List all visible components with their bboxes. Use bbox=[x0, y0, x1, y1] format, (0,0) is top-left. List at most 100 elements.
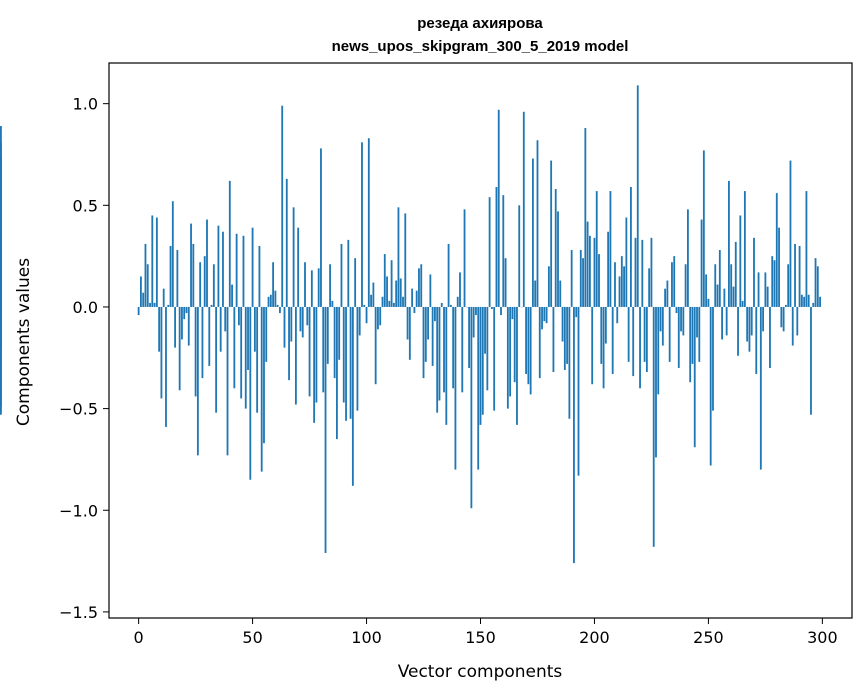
bar bbox=[541, 306, 543, 330]
bar bbox=[800, 294, 803, 307]
chart-title: резеда ахиярова bbox=[417, 15, 543, 32]
bar bbox=[684, 264, 687, 307]
bar bbox=[320, 148, 322, 307]
bar bbox=[543, 306, 546, 322]
bar bbox=[438, 306, 441, 401]
bar bbox=[240, 306, 243, 399]
bar bbox=[611, 306, 614, 375]
bar bbox=[643, 306, 646, 362]
bar bbox=[484, 306, 486, 354]
bar bbox=[144, 243, 147, 307]
bar bbox=[755, 306, 758, 375]
bar bbox=[627, 306, 630, 362]
bar bbox=[210, 304, 213, 307]
bar bbox=[374, 306, 377, 385]
bar bbox=[338, 306, 341, 360]
bar bbox=[614, 262, 616, 307]
bar bbox=[525, 306, 527, 375]
bar bbox=[174, 306, 176, 348]
bar bbox=[527, 306, 530, 385]
bar bbox=[336, 306, 338, 440]
bar bbox=[618, 276, 621, 307]
bar bbox=[554, 189, 557, 307]
bar bbox=[805, 191, 808, 307]
bar bbox=[709, 306, 712, 466]
bar bbox=[563, 306, 566, 370]
bar bbox=[757, 272, 760, 307]
bar bbox=[208, 306, 211, 366]
bar bbox=[773, 260, 776, 307]
y-tick-label: −0.5 bbox=[59, 400, 98, 419]
bar bbox=[402, 296, 404, 307]
bar bbox=[593, 237, 596, 307]
bar bbox=[306, 306, 309, 326]
x-tick-label: 200 bbox=[579, 628, 610, 647]
y-tick-label: −1.5 bbox=[59, 603, 98, 622]
bar bbox=[228, 180, 231, 307]
bar bbox=[283, 306, 286, 348]
bar bbox=[616, 306, 619, 324]
bar bbox=[447, 243, 450, 307]
bar bbox=[153, 302, 156, 307]
bar bbox=[267, 296, 270, 307]
bar bbox=[272, 262, 275, 307]
bar bbox=[479, 306, 482, 425]
bar bbox=[276, 304, 279, 307]
bar bbox=[538, 306, 541, 379]
bar bbox=[741, 300, 744, 307]
bar bbox=[212, 264, 215, 307]
bar bbox=[819, 296, 821, 307]
bar bbox=[493, 306, 496, 411]
y-axis-label: Components values bbox=[14, 258, 34, 426]
bar bbox=[771, 256, 774, 307]
bar bbox=[310, 270, 313, 307]
bar bbox=[812, 302, 815, 307]
bar bbox=[440, 302, 443, 307]
bar bbox=[705, 274, 708, 307]
bar bbox=[486, 306, 489, 391]
bar bbox=[434, 306, 436, 322]
bar bbox=[358, 306, 361, 336]
bar bbox=[566, 306, 569, 364]
bar bbox=[668, 306, 671, 362]
bar bbox=[561, 306, 564, 342]
bar bbox=[686, 209, 689, 307]
bar bbox=[661, 306, 664, 346]
x-tick-label: 0 bbox=[134, 628, 144, 647]
bar bbox=[648, 268, 651, 307]
bar bbox=[602, 306, 605, 389]
bar bbox=[301, 306, 304, 338]
bar bbox=[769, 306, 771, 368]
bar bbox=[746, 306, 749, 342]
x-tick-label: 100 bbox=[351, 628, 382, 647]
bar bbox=[415, 290, 418, 307]
bar bbox=[452, 306, 455, 389]
bar bbox=[342, 306, 345, 403]
bar bbox=[424, 306, 427, 362]
bar bbox=[427, 306, 429, 340]
bar bbox=[365, 306, 368, 324]
bar bbox=[529, 306, 532, 395]
bar bbox=[598, 254, 600, 307]
bar bbox=[734, 241, 737, 307]
bar bbox=[784, 304, 787, 307]
bar bbox=[256, 306, 259, 413]
bar bbox=[244, 306, 247, 409]
bar bbox=[215, 306, 218, 413]
bar bbox=[288, 306, 290, 381]
bar bbox=[463, 209, 466, 307]
bar bbox=[363, 304, 366, 307]
bar bbox=[753, 237, 755, 307]
bar bbox=[224, 306, 227, 332]
bar bbox=[315, 306, 318, 403]
bar bbox=[680, 306, 682, 332]
bar bbox=[693, 306, 696, 448]
bar bbox=[390, 260, 393, 307]
y-tick-label: −1.0 bbox=[59, 501, 98, 520]
bar bbox=[381, 296, 384, 307]
bar bbox=[146, 264, 149, 307]
y-tick-label: 1.0 bbox=[73, 95, 98, 114]
bar bbox=[700, 219, 703, 307]
bar bbox=[488, 197, 491, 307]
bar bbox=[816, 266, 819, 307]
